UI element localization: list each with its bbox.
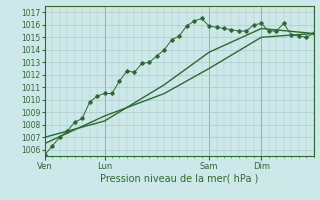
X-axis label: Pression niveau de la mer( hPa ): Pression niveau de la mer( hPa ) <box>100 173 258 183</box>
